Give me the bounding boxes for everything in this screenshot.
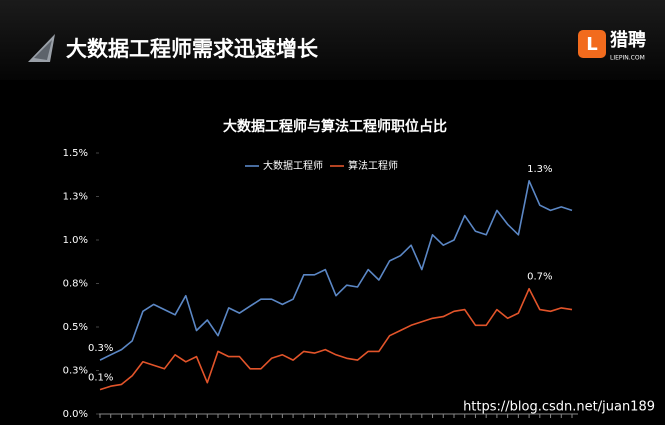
y-tick-label: 0.3% <box>63 366 88 377</box>
header-band <box>0 0 665 80</box>
y-tick-label: 0.8% <box>63 279 88 290</box>
data-label: 1.3% <box>527 164 552 175</box>
logo-text: 猎聘 <box>610 29 646 51</box>
header-icon-shade <box>34 40 52 60</box>
logo-letter: L <box>586 34 597 55</box>
header-title: 大数据工程师需求迅速增长 <box>66 37 319 61</box>
y-tick-label: 0.0% <box>63 409 88 420</box>
data-label: 0.1% <box>88 373 113 384</box>
series-line <box>99 180 573 361</box>
logo-badge <box>578 30 606 58</box>
plot: 0.0%0.3%0.5%0.8%1.0%1.3%1.5%0.3%1.3%0.1%… <box>63 148 578 420</box>
y-tick-label: 0.5% <box>63 322 88 333</box>
y-tick-label: 1.0% <box>63 235 88 246</box>
logo-sub: LIEPIN.COM <box>610 55 645 62</box>
legend-label: 大数据工程师 <box>263 159 323 172</box>
series-line <box>99 287 573 391</box>
legend-label: 算法工程师 <box>348 159 398 172</box>
data-label: 0.3% <box>88 343 113 354</box>
data-label: 0.7% <box>527 272 552 283</box>
chart-title: 大数据工程师与算法工程师职位占比 <box>223 118 447 135</box>
watermark: https://blog.csdn.net/juan189 <box>463 400 655 415</box>
y-tick-label: 1.5% <box>63 148 88 159</box>
y-tick-label: 1.3% <box>63 192 88 203</box>
